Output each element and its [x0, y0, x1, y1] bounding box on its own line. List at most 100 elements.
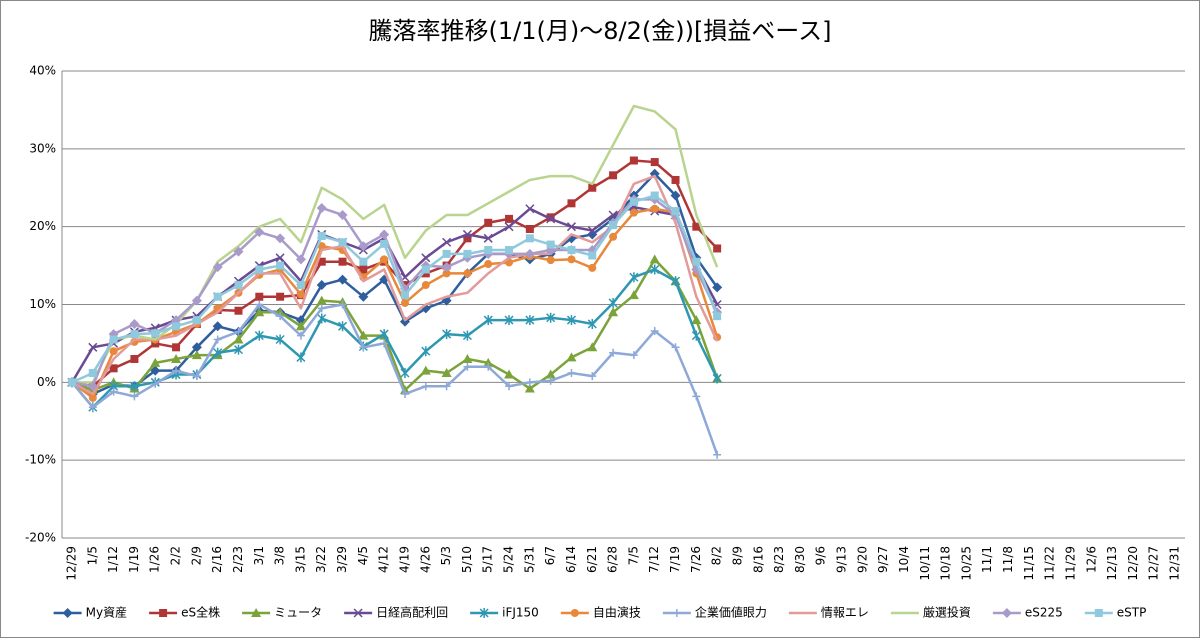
y-tick-label: 0% — [37, 375, 56, 389]
point — [380, 339, 389, 348]
point — [88, 393, 97, 402]
x-tick-label: 5/24 — [502, 546, 516, 573]
point — [338, 238, 347, 247]
point — [567, 246, 576, 255]
point — [713, 244, 722, 253]
point — [1094, 609, 1103, 617]
legend-item: My資産 — [53, 605, 127, 620]
y-tick-label: 40% — [29, 64, 56, 78]
y-tick-label: 10% — [29, 297, 56, 311]
point — [505, 382, 514, 391]
point — [380, 255, 389, 264]
x-tick-label: 6/21 — [585, 546, 599, 573]
point — [317, 242, 326, 251]
point — [567, 199, 576, 208]
point — [212, 321, 223, 332]
point — [353, 608, 363, 618]
point — [421, 253, 431, 263]
x-tick-label: 3/29 — [335, 546, 349, 573]
point — [588, 372, 597, 381]
point — [545, 369, 556, 379]
point — [525, 315, 535, 326]
x-tick-label: 12/29 — [65, 546, 79, 581]
point — [483, 233, 493, 243]
point — [566, 352, 577, 362]
point — [484, 362, 493, 371]
point — [587, 342, 598, 352]
point — [379, 229, 390, 240]
point — [691, 330, 701, 341]
point — [275, 253, 285, 263]
point — [629, 197, 638, 206]
point — [87, 381, 98, 392]
x-tick-label: 12/13 — [1105, 546, 1119, 581]
point — [463, 249, 472, 258]
point — [400, 390, 409, 399]
x-tick-label: 7/12 — [647, 546, 661, 573]
point — [62, 608, 73, 618]
legend-label: eS全株 — [181, 605, 220, 620]
point — [650, 264, 660, 275]
point — [670, 276, 681, 287]
point — [295, 321, 306, 331]
legend-item: 自由演技 — [560, 605, 641, 620]
x-tick-label: 2/2 — [169, 546, 183, 565]
legend-item: eS225 — [992, 606, 1063, 620]
point — [629, 272, 639, 283]
point — [233, 246, 244, 257]
point — [525, 234, 534, 243]
point — [358, 291, 369, 302]
point — [255, 292, 264, 301]
point — [68, 378, 76, 387]
legend-label: 日経高配利回 — [376, 605, 448, 620]
point — [608, 307, 619, 317]
point — [463, 362, 472, 371]
legend-label: eSTP — [1117, 606, 1147, 620]
legend-item: eSTP — [1084, 606, 1147, 620]
point — [629, 156, 638, 165]
point — [150, 357, 161, 367]
legend-label: 厳選投資 — [923, 605, 971, 620]
point — [441, 262, 452, 273]
legend-item: 厳選投資 — [890, 605, 971, 620]
point — [1001, 608, 1012, 618]
point — [129, 381, 139, 392]
point — [608, 297, 618, 308]
point — [234, 327, 243, 336]
point — [88, 368, 97, 377]
point — [692, 392, 701, 401]
x-tick-label: 12/6 — [1084, 546, 1098, 573]
point — [151, 379, 160, 388]
x-tick-label: 9/20 — [855, 546, 869, 573]
point — [567, 368, 576, 377]
point — [192, 372, 201, 381]
point — [359, 257, 368, 266]
point — [546, 214, 556, 224]
x-tick-label: 1/5 — [85, 546, 99, 565]
legend-item: 日経高配利回 — [344, 605, 448, 620]
point — [337, 209, 348, 220]
point — [692, 222, 701, 231]
y-tick-label: 20% — [29, 219, 56, 233]
point — [213, 347, 223, 358]
x-tick-label: 3/8 — [273, 546, 287, 565]
point — [525, 378, 534, 387]
x-tick-label: 7/19 — [668, 546, 682, 573]
point — [234, 281, 243, 290]
point — [484, 246, 493, 255]
point — [608, 210, 618, 220]
x-tick-label: 10/25 — [959, 546, 973, 581]
point — [505, 246, 514, 255]
point — [276, 261, 285, 270]
x-tick-label: 5/3 — [439, 546, 453, 565]
point — [191, 295, 202, 306]
point — [442, 249, 451, 258]
point — [359, 265, 368, 274]
point — [609, 232, 618, 241]
point — [588, 263, 597, 272]
x-tick-label: 11/1 — [980, 546, 994, 573]
point — [587, 229, 598, 240]
point — [129, 318, 140, 329]
series-line — [71, 258, 719, 392]
